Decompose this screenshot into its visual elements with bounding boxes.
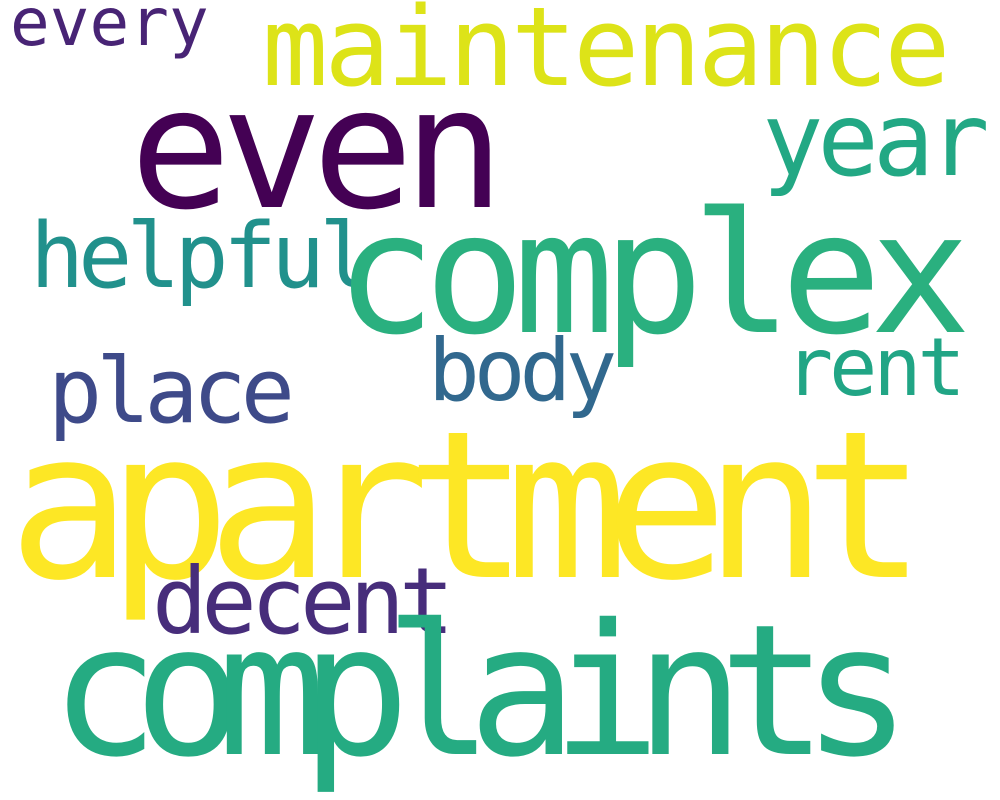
word-complex: complex	[335, 176, 971, 372]
word-apartment: apartment	[8, 388, 927, 626]
word-decent: decent	[152, 548, 454, 655]
word-maintenance: maintenance	[262, 0, 950, 111]
word-complaints: complaints	[50, 585, 912, 797]
word-place: place	[48, 339, 295, 444]
word-helpful: helpful	[30, 204, 373, 309]
word-year: year	[762, 81, 990, 200]
word-rent: rent	[785, 321, 966, 414]
word-even: even	[130, 51, 505, 247]
word-every: every	[10, 0, 209, 61]
word-body: body	[428, 321, 617, 421]
